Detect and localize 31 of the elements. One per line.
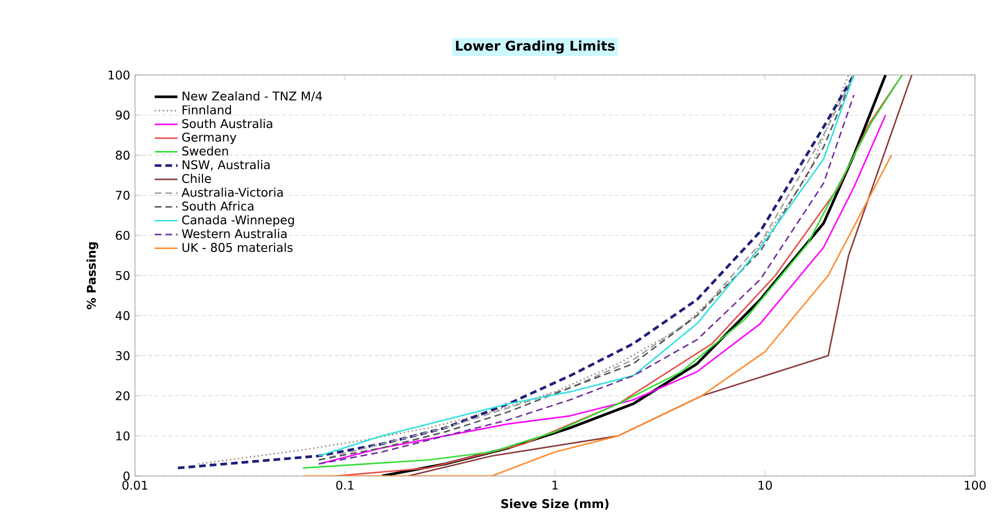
- y-tick-label: 0: [123, 471, 130, 481]
- legend-label: New Zealand - TNZ M/4: [182, 91, 322, 102]
- legend-label: Western Australia: [182, 228, 287, 238]
- y-tick-label: 100: [108, 70, 130, 80]
- y-tick-label: 70: [116, 190, 130, 200]
- legend-label: Canada -Winnepeg: [182, 215, 294, 227]
- legend-label: Australia-Victoria: [182, 188, 283, 197]
- x-tick-label: 0.1: [336, 480, 354, 490]
- x-tick-label: 10: [758, 480, 772, 490]
- legend-label: UK - 805 materials: [182, 242, 293, 252]
- y-tick-label: 80: [116, 150, 130, 160]
- legend-label: South Australia: [182, 118, 272, 128]
- legend-label: South Africa: [182, 201, 254, 211]
- legend-label: Sweden: [182, 146, 228, 156]
- y-tick-label: 50: [116, 270, 130, 280]
- legend-label: Germany: [182, 132, 236, 144]
- y-tick-label: 10: [116, 431, 130, 440]
- y-tick-label: 30: [116, 351, 130, 360]
- legend-label: Finnland: [182, 105, 231, 114]
- x-axis-title: Sieve Size (mm): [501, 498, 608, 510]
- x-tick-label: 1: [552, 480, 558, 490]
- y-tick-label: 90: [116, 110, 130, 120]
- legend-label: NSW, Australia: [182, 160, 270, 171]
- chart-title: Lower Grading Limits: [456, 40, 615, 54]
- x-tick-label: 100: [964, 480, 986, 490]
- y-tick-label: 60: [116, 230, 130, 240]
- x-tick-label: 0.01: [122, 480, 148, 490]
- y-axis-title: % Passing: [86, 242, 98, 310]
- y-tick-label: 40: [116, 311, 130, 320]
- legend-label: Chile: [182, 174, 211, 184]
- y-tick-label: 20: [116, 391, 130, 400]
